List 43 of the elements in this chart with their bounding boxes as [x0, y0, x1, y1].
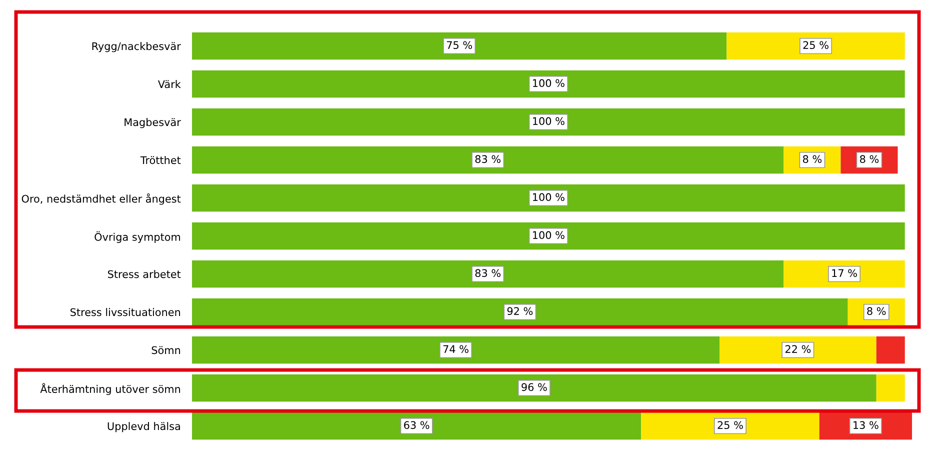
bar: [192, 260, 784, 288]
y-tick-label: Magbesvär: [124, 118, 181, 128]
data-label: 75 %: [446, 41, 472, 50]
y-tick-label: Övriga symptom: [94, 231, 180, 243]
bar: [192, 412, 642, 440]
y-tick-label: Rygg/nackbesvär: [92, 42, 181, 52]
y-tick-label: Stress arbetet: [108, 270, 181, 278]
bar: [192, 374, 876, 402]
bar: [192, 184, 905, 212]
y-tick-label: Oro, nedstämdhet eller ångest: [22, 193, 181, 205]
data-label: 25 %: [803, 41, 828, 50]
data-label: 100 %: [533, 193, 564, 202]
y-tick-label: Värk: [158, 80, 181, 88]
data-label: 22 %: [785, 345, 811, 354]
bar: [192, 70, 905, 98]
data-label: 100 %: [533, 231, 564, 240]
data-label: 92 %: [507, 307, 533, 316]
bar: [192, 146, 784, 174]
data-label: 63 %: [404, 421, 430, 430]
y-tick-label: Återhämtning utöver sömn: [40, 383, 180, 395]
bar: [192, 298, 848, 326]
y-tick-label: Trötthet: [140, 156, 181, 164]
data-label: 8 %: [860, 155, 879, 164]
data-label: 96 %: [522, 383, 547, 392]
bar: [876, 374, 905, 402]
data-label: 8 %: [867, 307, 886, 316]
bar: [192, 222, 905, 250]
bar: [876, 336, 905, 364]
bar: [192, 336, 720, 364]
data-label: 17 %: [832, 269, 857, 278]
data-label: 100 %: [533, 117, 564, 126]
data-label: 83 %: [475, 155, 500, 164]
y-tick-label: Stress livssituationen: [70, 308, 180, 316]
y-tick-label: Upplevd hälsa: [108, 422, 180, 432]
y-tick-label: Sömn: [152, 346, 180, 354]
bar: [192, 108, 905, 136]
data-label: 13 %: [854, 421, 878, 430]
bar: [192, 32, 727, 60]
data-label: 25 %: [718, 421, 743, 430]
data-label: 83 %: [475, 269, 500, 278]
data-label: 100 %: [533, 79, 564, 88]
data-label: 74 %: [443, 345, 468, 354]
data-label: 8 %: [802, 155, 822, 164]
